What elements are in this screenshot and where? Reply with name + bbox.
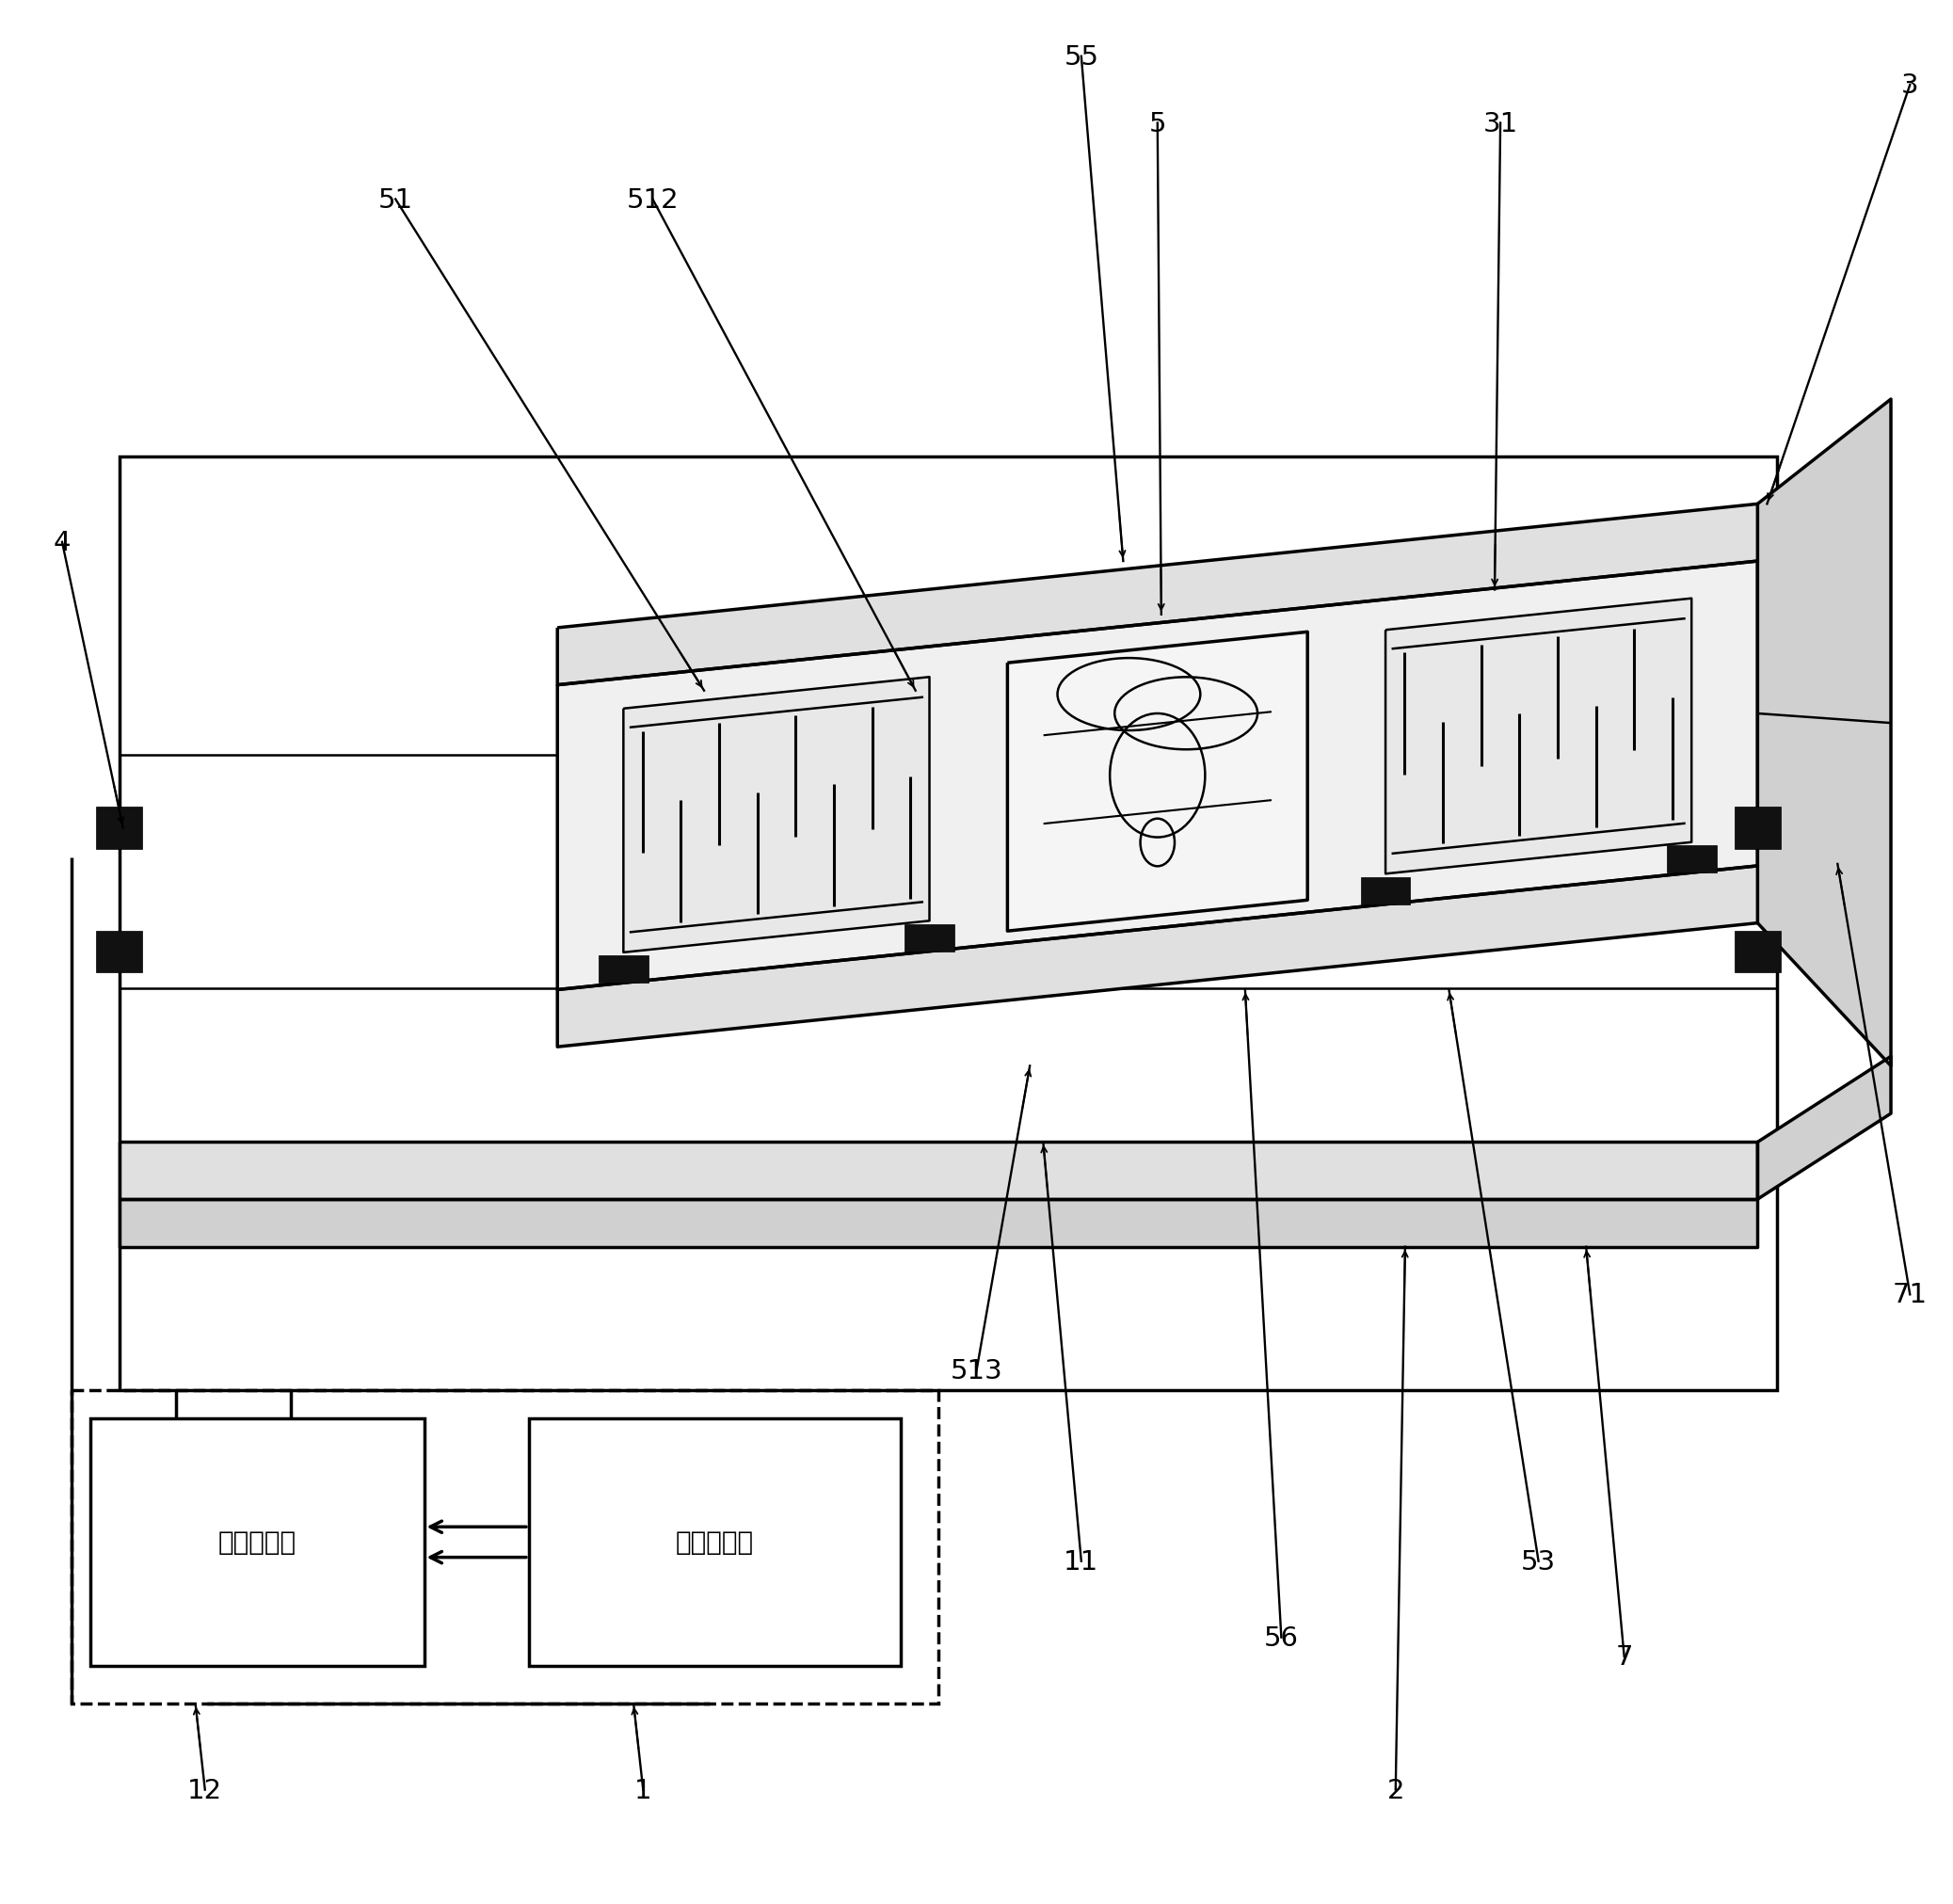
- Text: 512: 512: [627, 187, 680, 213]
- Text: 71: 71: [1892, 1281, 1928, 1308]
- Polygon shape: [119, 1200, 1758, 1247]
- Polygon shape: [557, 866, 1758, 1047]
- Polygon shape: [1758, 400, 1891, 1066]
- Text: 3: 3: [1900, 72, 1918, 99]
- Polygon shape: [557, 505, 1758, 685]
- Text: 信号发生器: 信号发生器: [676, 1529, 754, 1556]
- Text: 56: 56: [1264, 1624, 1299, 1651]
- Bar: [96, 931, 143, 973]
- Text: 31: 31: [1482, 110, 1517, 137]
- Bar: [904, 925, 955, 952]
- Polygon shape: [119, 1142, 1758, 1200]
- Polygon shape: [1758, 1057, 1891, 1200]
- Bar: [72, 1390, 937, 1704]
- Text: 12: 12: [187, 1776, 223, 1803]
- Text: 功率放大器: 功率放大器: [219, 1529, 297, 1556]
- Bar: [1734, 931, 1781, 973]
- Polygon shape: [557, 562, 1758, 990]
- Polygon shape: [1008, 632, 1307, 931]
- Bar: [119, 457, 1777, 1390]
- Text: 7: 7: [1615, 1643, 1633, 1670]
- Bar: [1734, 807, 1781, 849]
- Bar: [529, 1418, 900, 1666]
- Text: 4: 4: [53, 529, 70, 556]
- Text: 1: 1: [635, 1776, 652, 1803]
- Text: 55: 55: [1064, 44, 1100, 70]
- Polygon shape: [623, 678, 930, 952]
- Polygon shape: [1385, 600, 1691, 874]
- Bar: [90, 1418, 424, 1666]
- Text: 513: 513: [951, 1358, 1002, 1384]
- Text: 2: 2: [1387, 1776, 1404, 1803]
- Bar: [1361, 878, 1410, 904]
- Bar: [1666, 845, 1717, 874]
- Text: 53: 53: [1521, 1548, 1557, 1575]
- Text: 51: 51: [379, 187, 412, 213]
- Text: 5: 5: [1148, 110, 1166, 137]
- Bar: [600, 956, 648, 982]
- Bar: [96, 807, 143, 849]
- Text: 11: 11: [1064, 1548, 1100, 1575]
